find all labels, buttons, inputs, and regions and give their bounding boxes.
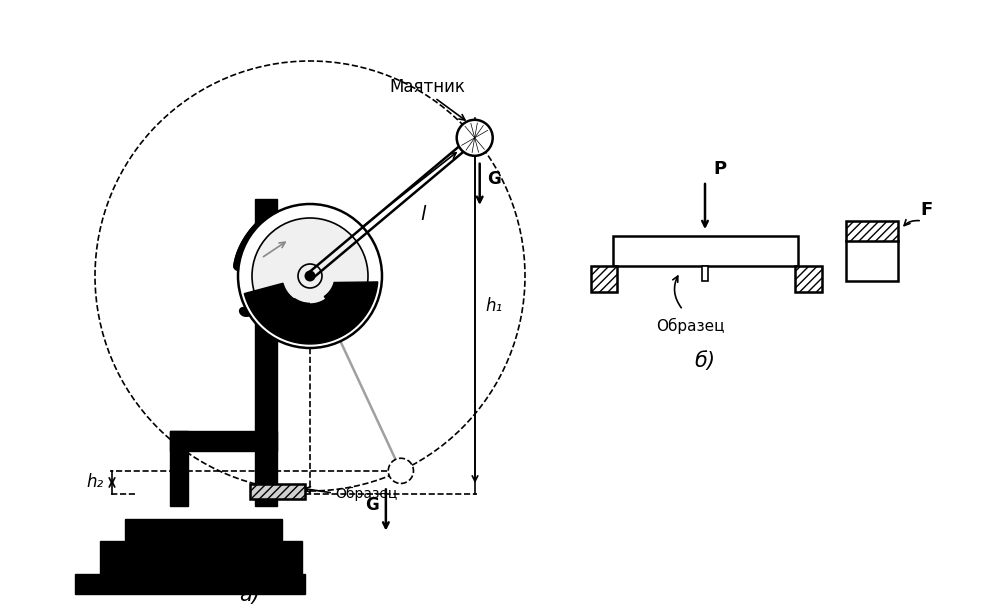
Text: h₁: h₁: [485, 297, 502, 315]
Text: α₁: α₁: [335, 298, 350, 312]
Text: а): а): [240, 585, 260, 605]
Bar: [796, 266, 822, 292]
Bar: [796, 266, 822, 292]
Circle shape: [457, 120, 493, 156]
Text: G: G: [366, 496, 378, 514]
Text: б): б): [694, 351, 715, 371]
Text: α₂: α₂: [260, 298, 275, 312]
Bar: [170, 431, 188, 506]
Bar: [613, 236, 798, 266]
Bar: [125, 519, 282, 541]
Bar: [250, 484, 305, 499]
Text: P: P: [713, 160, 726, 178]
Bar: [250, 484, 305, 499]
Bar: [846, 221, 898, 241]
Bar: [702, 266, 708, 281]
Text: l: l: [420, 205, 425, 224]
Text: G: G: [487, 170, 500, 188]
Bar: [75, 574, 305, 594]
Circle shape: [252, 218, 368, 334]
Text: h₂: h₂: [87, 473, 104, 491]
Bar: [846, 221, 898, 281]
Bar: [255, 199, 277, 506]
Text: Образец: Образец: [655, 318, 724, 334]
Circle shape: [388, 458, 413, 484]
Circle shape: [238, 204, 382, 348]
Text: F: F: [920, 201, 932, 219]
Bar: [170, 431, 277, 451]
Circle shape: [305, 270, 316, 282]
Text: Образец: Образец: [335, 487, 397, 501]
Bar: [100, 541, 302, 576]
Text: Маятник: Маятник: [389, 78, 465, 96]
Polygon shape: [244, 283, 349, 344]
Polygon shape: [325, 282, 377, 331]
Bar: [591, 266, 617, 292]
Bar: [591, 266, 617, 292]
